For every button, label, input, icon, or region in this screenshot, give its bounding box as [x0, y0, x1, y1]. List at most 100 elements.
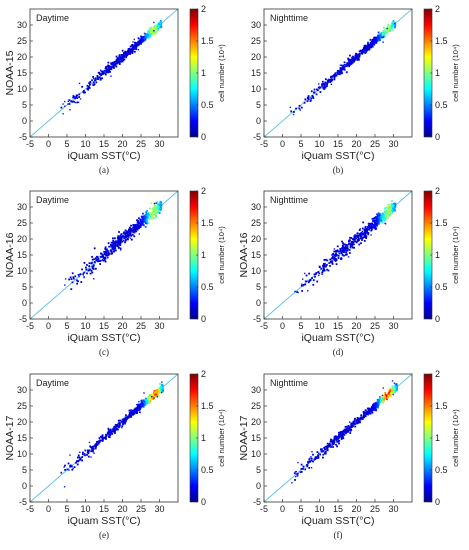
- y-tick-label: 15: [251, 433, 261, 443]
- data-point: [159, 206, 162, 209]
- data-point: [125, 234, 128, 237]
- data-point: [387, 205, 389, 207]
- data-point: [312, 97, 315, 99]
- data-point: [92, 81, 95, 84]
- data-point: [389, 27, 391, 30]
- data-point: [328, 444, 331, 446]
- data-point: [151, 30, 154, 33]
- data-point: [364, 225, 367, 228]
- colorbar-tick-label: 0.5: [435, 282, 448, 292]
- data-point: [368, 43, 371, 46]
- data-point: [157, 27, 159, 30]
- x-tick-label: 30: [154, 321, 164, 331]
- data-point: [145, 222, 147, 224]
- data-point: [159, 21, 162, 23]
- data-point: [130, 411, 133, 414]
- y-tick-label: 15: [17, 433, 27, 443]
- data-point: [107, 254, 110, 256]
- data-point: [78, 456, 81, 459]
- data-point: [356, 58, 359, 61]
- data-point: [343, 249, 346, 251]
- data-point: [150, 398, 153, 401]
- data-point: [381, 36, 383, 39]
- data-point: [364, 52, 367, 54]
- data-point: [391, 200, 393, 203]
- x-tick-label: 15: [333, 321, 343, 331]
- data-point: [332, 439, 335, 442]
- data-point: [106, 254, 109, 257]
- data-point: [383, 34, 386, 37]
- data-point: [117, 59, 120, 62]
- data-point: [360, 235, 363, 237]
- data-point: [84, 449, 87, 452]
- data-point: [67, 103, 69, 105]
- data-point: [133, 50, 136, 53]
- data-point: [134, 45, 137, 48]
- data-point: [140, 222, 143, 225]
- data-point: [356, 57, 359, 60]
- data-point: [110, 245, 113, 248]
- data-point: [341, 244, 344, 247]
- data-point: [117, 235, 120, 238]
- x-tick-label: 15: [99, 139, 109, 149]
- data-point: [326, 259, 329, 262]
- data-point: [105, 69, 108, 72]
- data-point: [328, 262, 331, 264]
- data-point: [135, 410, 137, 413]
- data-point: [147, 36, 150, 38]
- data-point: [152, 32, 155, 35]
- data-point: [118, 426, 120, 429]
- data-point: [144, 38, 147, 40]
- data-point: [101, 73, 104, 75]
- data-point: [354, 417, 356, 420]
- data-point: [145, 211, 148, 214]
- data-point: [326, 449, 329, 452]
- data-point: [323, 84, 326, 87]
- x-tick-label: 30: [388, 504, 398, 514]
- data-point: [330, 446, 332, 448]
- data-point: [385, 206, 388, 209]
- data-point: [363, 414, 366, 417]
- data-point: [90, 446, 92, 448]
- data-point: [309, 457, 311, 459]
- data-point: [136, 44, 139, 47]
- data-point: [336, 436, 338, 439]
- data-point: [377, 222, 380, 225]
- data-point: [72, 467, 74, 470]
- data-point: [393, 206, 396, 208]
- data-point: [131, 411, 134, 413]
- data-point: [388, 25, 391, 28]
- data-point: [376, 40, 378, 43]
- data-point: [140, 401, 143, 403]
- data-point: [107, 71, 110, 74]
- data-point: [383, 398, 385, 401]
- data-point: [384, 223, 387, 225]
- data-point: [378, 401, 380, 404]
- data-point: [375, 220, 377, 223]
- data-point: [108, 245, 111, 248]
- panel-label: (a): [99, 165, 109, 175]
- data-point: [364, 46, 367, 48]
- data-point: [394, 22, 396, 24]
- data-point: [139, 218, 142, 221]
- data-point: [328, 445, 331, 448]
- data-point: [72, 95, 75, 97]
- data-point: [116, 425, 119, 428]
- data-point: [337, 436, 339, 439]
- data-point: [392, 19, 395, 22]
- data-point: [139, 38, 142, 41]
- data-point: [350, 63, 352, 65]
- data-point: [133, 408, 136, 411]
- data-point: [125, 414, 127, 417]
- data-point: [297, 461, 299, 464]
- x-tick-label: 5: [64, 321, 69, 331]
- data-point: [79, 457, 82, 460]
- data-point: [333, 253, 336, 256]
- data-point: [355, 52, 357, 55]
- data-point: [112, 241, 115, 244]
- colorbar-tick-label: 1: [201, 250, 206, 260]
- data-point: [350, 426, 352, 429]
- data-point: [117, 58, 120, 60]
- data-point: [144, 214, 147, 217]
- data-point: [335, 252, 337, 255]
